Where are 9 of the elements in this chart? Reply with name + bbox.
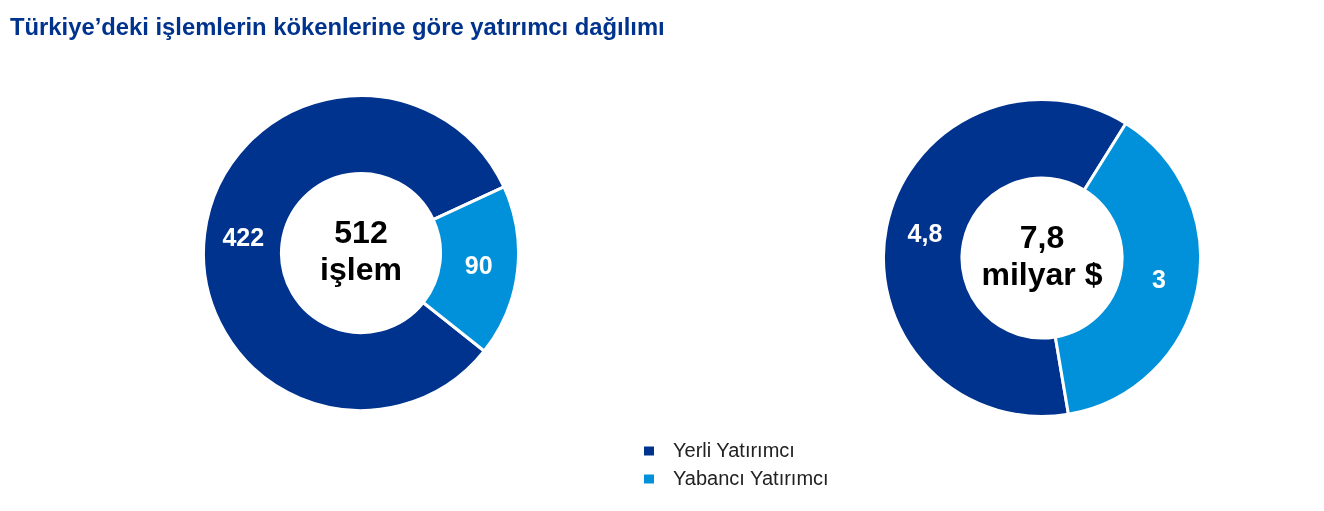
data-label: 422 (222, 222, 265, 251)
legend-label: Yerli Yatırımcı (673, 438, 795, 461)
data-label: 3 (1152, 264, 1166, 293)
data-label: 90 (464, 251, 493, 280)
chart-title: Türkiye’deki işlemlerin kökenlerine göre yatırımcı dağılımı (10, 13, 665, 41)
text: 7,8 milyar $ (981, 219, 1103, 293)
legend-label: Yabancı Yatırımcı (673, 466, 829, 489)
text: 512 işlem (320, 214, 402, 288)
data-label: 4,8 (907, 218, 943, 247)
